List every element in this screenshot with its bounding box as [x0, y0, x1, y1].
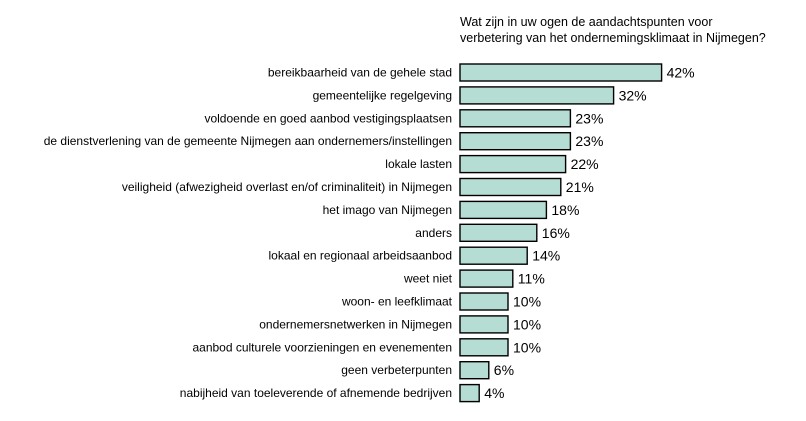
- category-label: veiligheid (afwezigheid overlast en/of c…: [122, 180, 452, 194]
- category-label: geen verbeterpunten: [341, 363, 452, 377]
- bar: [459, 246, 528, 265]
- bar: [459, 177, 562, 197]
- bar: [459, 200, 548, 220]
- category-label: het imago van Nijmegen: [323, 203, 452, 217]
- bar: [459, 361, 490, 380]
- category-label: gemeentelijke regelgeving: [313, 88, 452, 102]
- category-label: de dienstverlening van de gemeente Nijme…: [44, 134, 452, 148]
- bar: [459, 86, 615, 105]
- bar: [459, 154, 567, 174]
- value-label: 10%: [513, 294, 541, 310]
- category-label: voldoende en goed aanbod vestigingsplaat…: [204, 111, 452, 125]
- bar: [459, 338, 509, 357]
- value-label: 4%: [484, 385, 504, 401]
- bar: [459, 63, 663, 82]
- value-label: 23%: [575, 110, 603, 126]
- bar: [459, 223, 538, 243]
- bar: [459, 269, 514, 288]
- value-label: 21%: [566, 179, 594, 195]
- category-label: nabijheid van toeleverende of afnemende …: [180, 386, 452, 400]
- category-label: lokale lasten: [385, 157, 452, 171]
- value-label: 42%: [667, 65, 695, 81]
- bar: [459, 292, 509, 311]
- chart-title-line-1: Wat zijn in uw ogen de aandachtspunten v…: [460, 15, 713, 29]
- value-label: 14%: [532, 248, 560, 264]
- value-label: 6%: [494, 362, 514, 378]
- category-label: woon- en leefklimaat: [341, 295, 453, 309]
- value-label: 32%: [619, 87, 647, 103]
- category-label: ondernemersnetwerken in Nijmegen: [259, 317, 452, 331]
- value-label: 10%: [513, 316, 541, 332]
- chart-title-line-2: verbetering van het ondernemingsklimaat …: [460, 31, 766, 45]
- chart-title: Wat zijn in uw ogen de aandachtspunten v…: [460, 14, 805, 46]
- category-label: bereikbaarheid van de gehele stad: [268, 66, 452, 80]
- value-label: 10%: [513, 339, 541, 355]
- value-label: 11%: [518, 271, 545, 287]
- category-label: weet niet: [403, 272, 453, 286]
- bar: [459, 383, 480, 403]
- value-label: 18%: [551, 202, 579, 218]
- category-label: aanbod culturele voorzieningen en evenem…: [192, 340, 452, 354]
- value-label: 23%: [575, 133, 603, 149]
- bar: [459, 109, 572, 128]
- bar: [459, 315, 509, 334]
- bar: [459, 131, 572, 151]
- value-label: 22%: [571, 156, 599, 172]
- category-label: anders: [415, 226, 452, 240]
- category-label: lokaal en regionaal arbeidsaanbod: [269, 249, 452, 263]
- value-label: 16%: [542, 225, 570, 241]
